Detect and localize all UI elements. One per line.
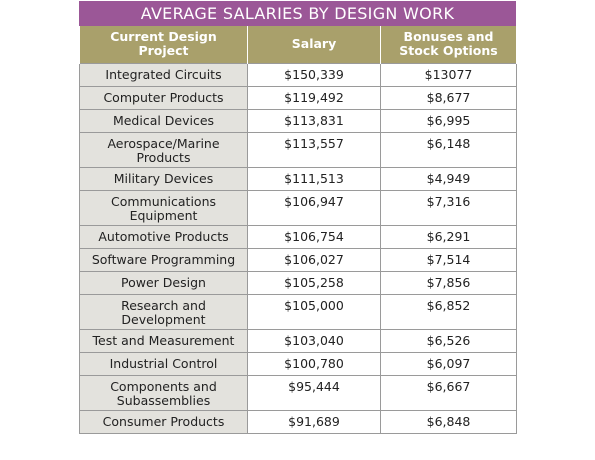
- project-cell: Military Devices: [79, 166, 248, 191]
- bonus-cell: $8,677: [380, 85, 517, 110]
- table-row: Components and Subassemblies $95,444 $6,…: [79, 374, 517, 411]
- bonus-cell: $6,995: [380, 108, 517, 133]
- table-row: Military Devices $111,513 $4,949: [79, 166, 517, 191]
- project-cell: Power Design: [79, 270, 248, 295]
- project-cell: Communications Equipment: [79, 189, 248, 226]
- project-cell: Integrated Circuits: [79, 62, 248, 87]
- salary-table-figure: AVERAGE SALARIES BY DESIGN WORK Current …: [79, 1, 517, 441]
- salary-cell: $106,754: [247, 224, 381, 249]
- table-row: Research and Development $105,000 $6,852: [79, 293, 517, 330]
- table-row: Automotive Products $106,754 $6,291: [79, 224, 517, 249]
- table-row: Communications Equipment $106,947 $7,316: [79, 189, 517, 226]
- project-cell: Components and Subassemblies: [79, 374, 248, 411]
- salary-cell: $91,689: [247, 409, 381, 434]
- bonus-cell: $6,667: [380, 374, 517, 411]
- salary-cell: $105,258: [247, 270, 381, 295]
- bonus-cell: $7,316: [380, 189, 517, 226]
- salary-cell: $95,444: [247, 374, 381, 411]
- table-row: Computer Products $119,492 $8,677: [79, 85, 517, 110]
- salary-cell: $111,513: [247, 166, 381, 191]
- salary-cell: $100,780: [247, 351, 381, 376]
- salary-cell: $105,000: [247, 293, 381, 330]
- project-cell: Automotive Products: [79, 224, 248, 249]
- table-row: Aerospace/Marine Products $113,557 $6,14…: [79, 131, 517, 168]
- table-row: Integrated Circuits $150,339 $13077: [79, 62, 517, 87]
- table-row: Consumer Products $91,689 $6,848: [79, 409, 517, 434]
- project-cell: Computer Products: [79, 85, 248, 110]
- table-row: Software Programming $106,027 $7,514: [79, 247, 517, 272]
- salary-cell: $106,947: [247, 189, 381, 226]
- salary-cell: $113,831: [247, 108, 381, 133]
- column-header-salary: Salary: [247, 26, 381, 63]
- salary-cell: $113,557: [247, 131, 381, 168]
- salary-cell: $119,492: [247, 85, 381, 110]
- column-header-bonus: Bonuses and Stock Options: [380, 26, 517, 63]
- bonus-cell: $6,848: [380, 409, 517, 434]
- bonus-cell: $4,949: [380, 166, 517, 191]
- bonus-cell: $7,856: [380, 270, 517, 295]
- bonus-cell: $6,097: [380, 351, 517, 376]
- bonus-cell: $6,291: [380, 224, 517, 249]
- bonus-cell: $6,852: [380, 293, 517, 330]
- salary-cell: $106,027: [247, 247, 381, 272]
- column-header-project: Current Design Project: [79, 26, 248, 63]
- table-title: AVERAGE SALARIES BY DESIGN WORK: [79, 1, 516, 26]
- project-cell: Research and Development: [79, 293, 248, 330]
- bonus-cell: $13077: [380, 62, 517, 87]
- project-cell: Aerospace/Marine Products: [79, 131, 248, 168]
- project-cell: Test and Measurement: [79, 328, 248, 353]
- header-row: Current Design Project Salary Bonuses an…: [79, 26, 517, 63]
- bonus-cell: $7,514: [380, 247, 517, 272]
- bonus-cell: $6,148: [380, 131, 517, 168]
- bonus-cell: $6,526: [380, 328, 517, 353]
- salary-cell: $103,040: [247, 328, 381, 353]
- project-cell: Software Programming: [79, 247, 248, 272]
- table-row: Test and Measurement $103,040 $6,526: [79, 328, 517, 353]
- project-cell: Industrial Control: [79, 351, 248, 376]
- table-row: Medical Devices $113,831 $6,995: [79, 108, 517, 133]
- project-cell: Medical Devices: [79, 108, 248, 133]
- salary-cell: $150,339: [247, 62, 381, 87]
- table-row: Industrial Control $100,780 $6,097: [79, 351, 517, 376]
- salary-table: Current Design Project Salary Bonuses an…: [79, 26, 517, 434]
- project-cell: Consumer Products: [79, 409, 248, 434]
- table-row: Power Design $105,258 $7,856: [79, 270, 517, 295]
